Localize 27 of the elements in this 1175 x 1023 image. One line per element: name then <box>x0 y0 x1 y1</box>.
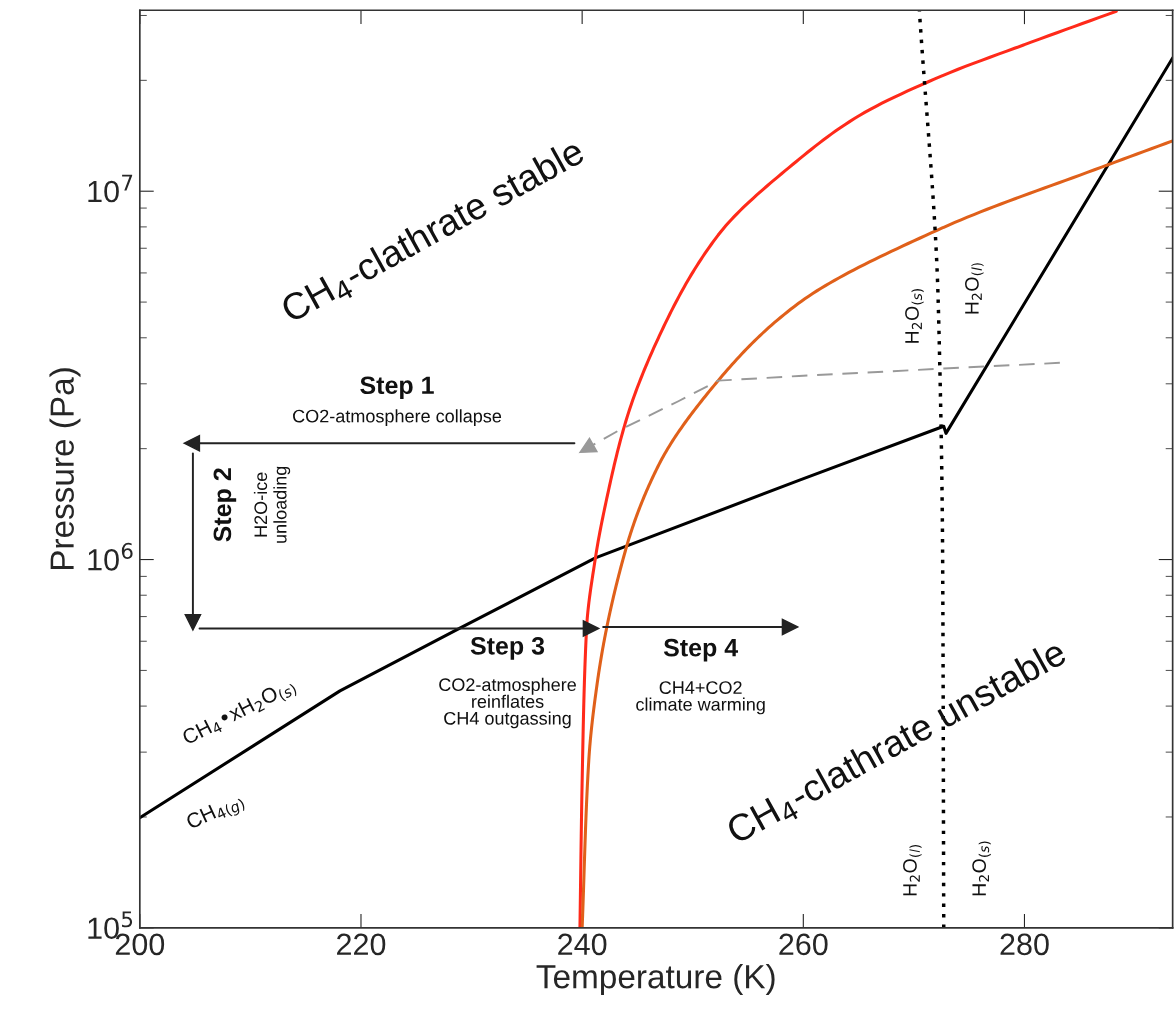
annotation: H$_{2}$O$_{(s)}$ <box>905 289 924 343</box>
annotation: Step 3 <box>470 636 545 660</box>
annotation: H$_{2}$O$_{(s)}$ <box>972 841 991 896</box>
annotation: H$_{2}$O$_{(l)}$ <box>903 844 922 896</box>
y-tick-label: 10$^{7}$ <box>88 174 133 203</box>
annotation: CO2-atmosphere reinflates CH4 outgassing <box>439 677 576 729</box>
point <box>582 620 600 637</box>
annotation: CO2-atmosphere collapse <box>293 409 502 427</box>
annotation: Step 2 <box>213 468 237 542</box>
point <box>184 614 202 631</box>
annotation: H$_{2}$O$_{(l)}$ <box>965 263 984 314</box>
y-axis-title: Pressure (Pa) <box>49 368 81 570</box>
x-tick-label: 220 <box>337 933 386 956</box>
x-tick-label: 260 <box>779 933 828 956</box>
x-axis-title: Temperature (K) <box>536 963 775 996</box>
y-tick-label: 10$^{6}$ <box>88 542 133 571</box>
x-tick-label: 240 <box>558 933 607 956</box>
point <box>781 618 799 636</box>
annotation: CH$_{4}$-clathrate stable <box>278 136 589 329</box>
annotation: CH$_{4}$•xH$_{2}$O$_{(s)}$ <box>181 676 299 750</box>
x-tick-label: 280 <box>1000 933 1049 956</box>
annotation: H2O-ice unloading <box>253 466 291 543</box>
point <box>183 434 201 452</box>
annotation: Step 4 <box>663 638 739 662</box>
annotation: Step 1 <box>360 376 434 400</box>
annotation: CH$_{4(g)}$ <box>185 791 247 836</box>
annotation: CH4+CO2 climate warming <box>636 681 765 715</box>
